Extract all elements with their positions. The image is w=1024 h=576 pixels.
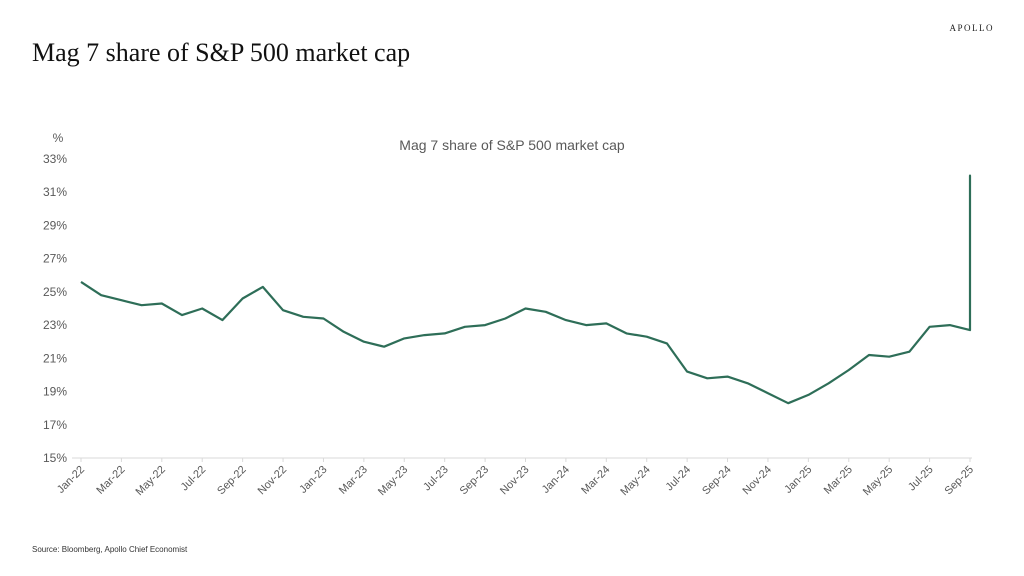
y-tick-label: 27%: [43, 252, 67, 266]
y-tick-label: 17%: [43, 418, 67, 432]
y-tick-label: 29%: [43, 218, 67, 232]
chart-title: Mag 7 share of S&P 500 market cap: [399, 137, 625, 153]
y-tick-label: 23%: [43, 318, 67, 332]
y-axis-label: %: [53, 131, 64, 145]
x-tick-label: May-24: [618, 464, 652, 498]
x-tick-label: Jul-25: [906, 464, 936, 494]
x-tick-label: Jul-22: [179, 464, 209, 494]
x-tick-label: May-22: [134, 464, 168, 498]
x-tick-label: Sep-25: [943, 464, 977, 498]
source-note: Source: Bloomberg, Apollo Chief Economis…: [32, 545, 188, 554]
x-tick-label: Mar-24: [579, 464, 612, 497]
x-tick-label: Jan-23: [297, 464, 329, 496]
x-tick-label: Jul-23: [421, 464, 451, 494]
x-tick-label: Sep-23: [458, 464, 492, 498]
x-tick-label: May-23: [376, 464, 410, 498]
x-tick-label: Jan-24: [540, 464, 572, 496]
x-tick-label: Sep-22: [215, 464, 249, 498]
x-tick-label: Mar-25: [822, 464, 855, 497]
y-tick-label: 33%: [43, 152, 67, 166]
x-tick-label: Jul-24: [664, 464, 694, 494]
y-tick-label: 21%: [43, 351, 67, 365]
x-tick-label: Nov-23: [498, 464, 532, 498]
y-tick-label: 25%: [43, 285, 67, 299]
x-tick-label: Jan-25: [782, 464, 814, 496]
x-tick-label: Nov-22: [256, 464, 290, 498]
y-tick-label: 19%: [43, 385, 67, 399]
y-tick-label: 31%: [43, 185, 67, 199]
x-tick-label: May-25: [861, 464, 895, 498]
x-tick-label: Mar-23: [337, 464, 370, 497]
x-tick-label: Sep-24: [700, 464, 734, 498]
brand-logo: APOLLO: [949, 23, 994, 33]
x-tick-label: Mar-22: [94, 464, 127, 497]
page-title: Mag 7 share of S&P 500 market cap: [32, 38, 411, 67]
series-line: [80, 174, 972, 405]
y-tick-label: 15%: [43, 451, 67, 465]
x-tick-label: Jan-22: [55, 464, 87, 496]
x-tick-label: Nov-24: [741, 464, 775, 498]
